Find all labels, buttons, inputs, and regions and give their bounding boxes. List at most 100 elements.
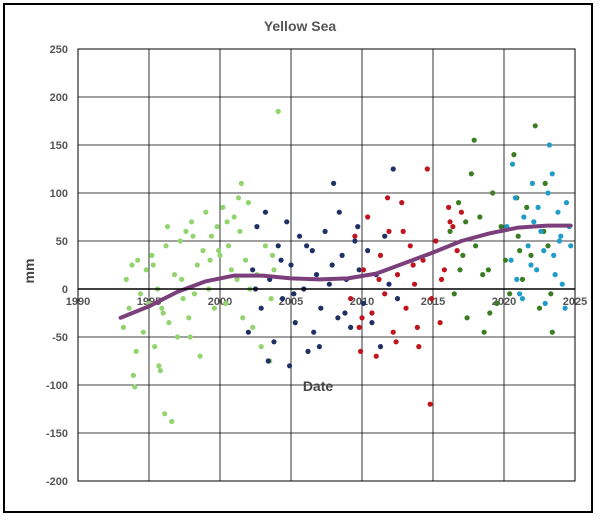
point-s4-25 bbox=[549, 171, 555, 177]
point-s4-27 bbox=[514, 276, 520, 282]
point-s0-23 bbox=[186, 315, 192, 321]
point-s0-28 bbox=[200, 248, 206, 254]
point-s1-8 bbox=[279, 296, 286, 302]
point-s4-17 bbox=[519, 296, 526, 302]
point-s1-34 bbox=[329, 262, 335, 268]
point-s2-21 bbox=[437, 320, 443, 326]
x-axis-title: Date bbox=[303, 378, 334, 394]
point-s4-22 bbox=[558, 233, 564, 239]
point-s3-17 bbox=[519, 276, 526, 282]
point-s0-10 bbox=[149, 252, 155, 258]
point-s2-17 bbox=[420, 257, 426, 263]
point-s4-14 bbox=[563, 200, 570, 206]
point-s2-36 bbox=[414, 324, 420, 330]
point-s4-4 bbox=[521, 214, 527, 220]
point-s1-19 bbox=[326, 281, 332, 287]
y-tick-label-150: 150 bbox=[50, 140, 68, 152]
point-s1-25 bbox=[352, 238, 358, 244]
point-s0-50 bbox=[271, 267, 277, 273]
point-s0-36 bbox=[223, 300, 229, 306]
point-s0-5 bbox=[135, 257, 141, 263]
point-s0-25 bbox=[191, 291, 198, 297]
point-s0-33 bbox=[214, 224, 220, 230]
point-s2-9 bbox=[386, 228, 392, 234]
point-s3-28 bbox=[542, 180, 548, 186]
point-s2-33 bbox=[447, 219, 453, 225]
point-s0-13 bbox=[157, 368, 163, 374]
point-s1-30 bbox=[278, 257, 284, 263]
point-s0-20 bbox=[177, 238, 183, 244]
point-s0-48 bbox=[262, 243, 269, 249]
point-s1-44 bbox=[394, 296, 401, 302]
point-s0-42 bbox=[240, 315, 246, 321]
point-s2-16 bbox=[416, 344, 422, 350]
point-s0-55 bbox=[179, 276, 185, 282]
point-s1-11 bbox=[292, 320, 298, 326]
point-s3-16 bbox=[515, 233, 521, 239]
point-s2-29 bbox=[393, 339, 399, 345]
point-s4-29 bbox=[556, 238, 562, 244]
point-s3-31 bbox=[480, 272, 486, 278]
point-s0-57 bbox=[207, 257, 213, 263]
point-s3-25 bbox=[471, 137, 477, 143]
point-s4-15 bbox=[568, 243, 574, 249]
point-s0-58 bbox=[224, 219, 230, 225]
y-tick-label-100: 100 bbox=[50, 188, 68, 200]
point-s0-62 bbox=[187, 334, 193, 340]
point-s0-61 bbox=[159, 305, 165, 311]
point-s2-23 bbox=[446, 204, 452, 210]
point-s2-1 bbox=[352, 233, 358, 239]
point-s0-6 bbox=[137, 291, 144, 297]
point-s4-2 bbox=[512, 195, 518, 201]
tick-labels: 19901995200020052010201520202025-200-150… bbox=[46, 44, 587, 488]
point-s2-11 bbox=[394, 272, 401, 278]
point-s1-35 bbox=[342, 310, 348, 316]
point-s1-15 bbox=[309, 248, 315, 254]
point-s1-32 bbox=[304, 243, 310, 249]
point-s1-33 bbox=[316, 344, 322, 350]
point-s0-24 bbox=[189, 219, 195, 225]
point-s2-4 bbox=[365, 214, 371, 220]
point-s4-19 bbox=[541, 248, 547, 254]
point-s1-3 bbox=[258, 305, 264, 311]
point-s1-7 bbox=[275, 243, 281, 249]
point-s4-16 bbox=[509, 161, 516, 167]
point-s2-0 bbox=[348, 296, 354, 302]
point-s0-39 bbox=[231, 214, 237, 220]
point-s0-51 bbox=[275, 108, 281, 114]
point-s2-10 bbox=[390, 329, 396, 335]
point-s2-19 bbox=[428, 296, 435, 302]
point-s4-8 bbox=[538, 228, 544, 234]
point-s0-2 bbox=[126, 305, 132, 311]
point-s3-24 bbox=[549, 329, 555, 335]
point-s4-18 bbox=[531, 219, 537, 225]
y-tick-label-250: 250 bbox=[50, 44, 68, 56]
point-s1-9 bbox=[284, 219, 290, 225]
point-s0-14 bbox=[160, 310, 166, 316]
point-s1-45 bbox=[286, 363, 293, 369]
point-s0-27 bbox=[197, 353, 203, 359]
point-s0-21 bbox=[180, 296, 186, 302]
point-s1-36 bbox=[355, 224, 361, 230]
point-s2-32 bbox=[438, 276, 445, 282]
point-s1-22 bbox=[339, 252, 345, 258]
point-s1-31 bbox=[291, 291, 297, 297]
point-s4-12 bbox=[555, 209, 561, 215]
point-s0-47 bbox=[258, 344, 264, 350]
point-s0-44 bbox=[245, 200, 251, 206]
y-tick-label--200: -200 bbox=[46, 476, 68, 488]
point-s0-11 bbox=[152, 344, 158, 350]
point-s2-28 bbox=[376, 276, 382, 282]
point-s3-30 bbox=[463, 219, 469, 225]
point-s0-60 bbox=[130, 372, 136, 378]
point-s3-23 bbox=[545, 243, 551, 249]
point-s0-3 bbox=[129, 262, 135, 268]
point-s1-21 bbox=[335, 315, 341, 321]
point-s3-33 bbox=[457, 267, 463, 273]
point-s1-41 bbox=[382, 233, 388, 239]
plot-border bbox=[77, 48, 576, 482]
point-s0-29 bbox=[203, 209, 209, 215]
point-s0-52 bbox=[133, 348, 139, 354]
point-s3-3 bbox=[460, 252, 466, 258]
point-s3-14 bbox=[507, 291, 513, 297]
